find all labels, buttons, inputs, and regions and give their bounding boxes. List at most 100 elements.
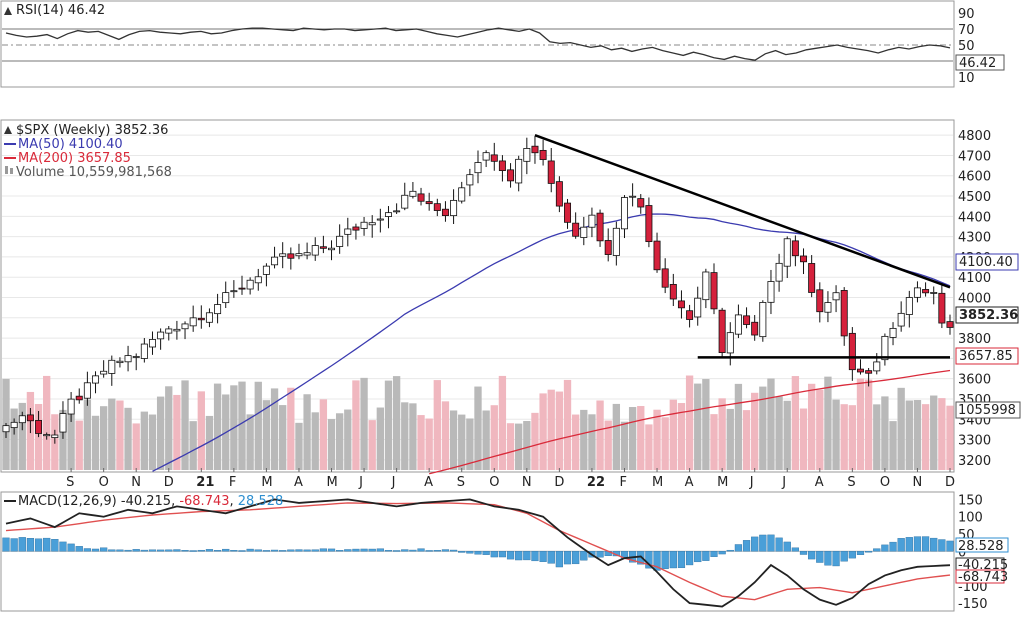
macd-histogram-bar: [368, 548, 376, 552]
macd-histogram-bar: [751, 536, 759, 552]
macd-histogram-bar: [710, 551, 718, 557]
volume-bar: [75, 420, 83, 470]
volume-bar: [376, 407, 385, 470]
x-tick-label: S: [457, 475, 465, 490]
macd-histogram-bar: [238, 550, 246, 552]
rsi-tick-label: 70: [958, 23, 975, 38]
macd-histogram-bar: [848, 551, 856, 559]
candle: [189, 317, 197, 327]
candle: [694, 297, 702, 318]
candle: [946, 321, 954, 328]
volume-bar: [612, 403, 621, 470]
candle: [523, 148, 531, 162]
price-tick-label: 4300: [958, 231, 991, 246]
macd-histogram-bar: [116, 549, 124, 552]
volume-bar: [685, 375, 694, 470]
macd-histogram-bar: [775, 537, 783, 552]
candle: [368, 222, 376, 226]
volume-bar: [946, 405, 954, 470]
macd-histogram-bar: [930, 537, 938, 552]
volume-bar: [702, 379, 710, 470]
volume-bar: [319, 399, 328, 470]
macd-histogram-bar: [482, 551, 490, 555]
volume-bar: [604, 420, 612, 470]
volume-bar: [775, 396, 783, 470]
macd-histogram-bar: [441, 549, 450, 552]
macd-histogram-bar: [734, 544, 743, 552]
candle: [832, 292, 840, 301]
price-tick-label: 4600: [958, 170, 991, 185]
candle: [132, 356, 140, 358]
volume-bar: [140, 411, 149, 470]
macd-histogram-bar: [336, 550, 344, 552]
macd-histogram-bar: [51, 539, 59, 552]
macd-histogram-bar: [254, 549, 262, 552]
macd-histogram-bar: [173, 549, 181, 552]
volume-bar: [132, 423, 140, 470]
volume-bar: [889, 421, 897, 470]
macd-histogram-bar: [26, 538, 35, 552]
volume-bar: [824, 376, 832, 470]
candle: [808, 263, 816, 293]
candle: [108, 359, 116, 374]
candle: [791, 240, 799, 257]
svg-text:$SPX (Weekly) 3852.36: $SPX (Weekly) 3852.36: [16, 123, 168, 138]
macd-histogram-bar: [897, 538, 905, 552]
macd-histogram-bar: [83, 548, 91, 552]
price-tick-label: 4800: [958, 129, 991, 144]
macd-histogram-bar: [401, 549, 409, 552]
macd-histogram-bar: [913, 536, 922, 552]
volume-bar: [417, 415, 425, 470]
volume-bar: [108, 398, 116, 470]
ma200-value-tag: 3657.85: [955, 347, 1019, 365]
candle: [43, 434, 51, 437]
candle: [295, 253, 303, 257]
candle: [726, 332, 734, 354]
macd-signal-value: -68.743: [179, 494, 229, 509]
volume-bar: [148, 414, 157, 470]
candle: [116, 360, 124, 364]
price-tick-label: 4000: [958, 292, 991, 307]
x-tick-label: J: [391, 475, 396, 490]
price-tick-label: 3300: [958, 434, 991, 449]
macd-histogram-bar: [352, 548, 360, 552]
candle: [661, 268, 669, 288]
macd-histogram-bar: [498, 551, 507, 558]
candle: [889, 327, 897, 338]
svg-text:-40.215: -40.215: [958, 558, 1008, 573]
volume-bar: [254, 381, 262, 470]
macd-histogram-bar: [873, 548, 881, 552]
resistance-trendline: [534, 133, 951, 289]
candle: [620, 197, 628, 230]
macd-histogram-bar: [946, 540, 954, 552]
candle: [881, 335, 889, 361]
volume-bar: [490, 405, 498, 470]
volume-bar: [783, 400, 791, 470]
candle: [580, 226, 588, 238]
macd-histogram-bar: [91, 548, 100, 552]
candle: [629, 195, 637, 198]
macd-histogram-bar: [856, 551, 865, 555]
macd-histogram-bar: [694, 551, 702, 563]
volume-bar: [669, 399, 677, 470]
volume-bar: [539, 393, 547, 470]
macd-histogram-bar: [547, 551, 555, 564]
candle: [51, 434, 59, 438]
macd-histogram-bar: [580, 551, 588, 561]
candle: [539, 149, 547, 160]
candle: [417, 193, 425, 202]
macd-histogram-bar: [824, 551, 832, 566]
candle: [482, 152, 490, 161]
volume-bar: [18, 402, 26, 470]
volume-bar: [368, 420, 376, 470]
volume-bar: [767, 378, 775, 470]
candle: [637, 198, 645, 208]
volume-bar: [930, 395, 938, 470]
macd-histogram-bar: [702, 551, 710, 561]
volume-bar: [734, 383, 743, 470]
volume-bar: [864, 379, 873, 470]
candle: [759, 302, 767, 338]
volume-bar: [881, 396, 889, 470]
volume-bar: [515, 423, 523, 470]
candle: [547, 160, 555, 184]
